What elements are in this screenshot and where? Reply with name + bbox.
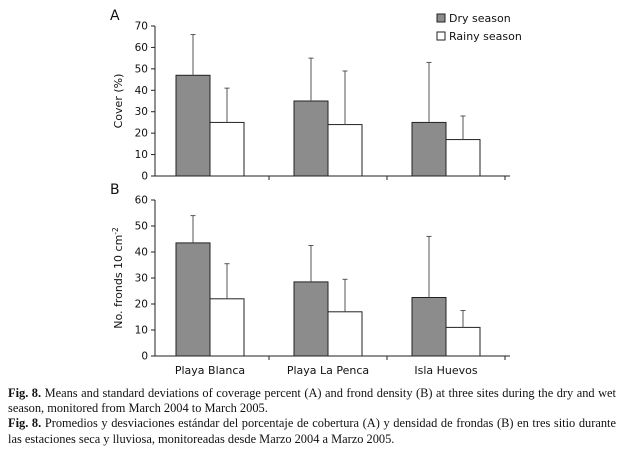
y-tick-label: 60	[135, 42, 148, 54]
bar-dry-1	[293, 100, 329, 177]
y-tick-label: 0	[141, 171, 148, 183]
figure-caption: Fig. 8. Means and standard deviations of…	[8, 386, 616, 447]
panel-label: B	[110, 182, 120, 198]
legend-label: Rainy season	[449, 30, 522, 43]
caption-spanish-text: Promedios y desviaciones estándar del po…	[8, 416, 616, 446]
bar-dry-2	[411, 297, 447, 357]
y-axis-label: Cover (%)	[112, 74, 125, 129]
y-tick-label: 0	[141, 351, 148, 363]
panel-label: A	[110, 8, 120, 24]
caption-spanish: Fig. 8. Promedios y desviaciones estánda…	[8, 416, 616, 446]
figure-8: A 0 10 20 30 40 50 60 70 Cover (%) Dry season Rainy…	[110, 8, 522, 377]
y-axis-label-superscript: -2	[111, 227, 120, 235]
bar-dry-0	[175, 74, 211, 177]
bar-dry-2	[411, 121, 447, 177]
y-tick-label: 30	[135, 273, 148, 285]
x-tick-label: Playa La Penca	[287, 364, 369, 377]
caption-english: Fig. 8. Means and standard deviations of…	[8, 386, 616, 416]
bar-rainy-0	[209, 298, 245, 357]
bar-rainy-2	[445, 139, 481, 177]
y-tick-label: 10	[135, 149, 148, 161]
y-tick-label: 20	[135, 128, 148, 140]
legend-label: Dry season	[449, 12, 511, 25]
x-tick-label: Playa Blanca	[175, 364, 245, 377]
bar-rainy-1	[327, 124, 363, 177]
legend-swatch	[436, 13, 446, 23]
bar-rainy-2	[445, 326, 481, 357]
legend-swatch	[436, 31, 446, 41]
y-tick-label: 40	[135, 85, 148, 97]
y-tick-label: 60	[135, 195, 148, 207]
bar-dry-1	[293, 281, 329, 357]
bar-rainy-1	[327, 311, 363, 357]
y-tick-label: 40	[135, 247, 148, 259]
bar-rainy-0	[209, 121, 245, 177]
panel-b: B 0 10 20 30 40 50 60 No. fronds 10 cm-2 Playa Bl…	[110, 182, 510, 377]
y-tick-label: 10	[135, 325, 148, 337]
y-tick-label: 20	[135, 299, 148, 311]
y-tick-label: 30	[135, 106, 148, 118]
bar-dry-0	[175, 242, 211, 357]
x-tick-label: Isla Huevos	[414, 364, 478, 377]
caption-spanish-label: Fig. 8.	[8, 416, 42, 431]
y-tick-label: 50	[135, 63, 148, 75]
y-tick-label: 70	[135, 21, 148, 33]
caption-english-label: Fig. 8.	[8, 386, 42, 400]
panel-a: A 0 10 20 30 40 50 60 70 Cover (%) Dry season Rainy…	[110, 8, 522, 183]
y-tick-label: 50	[135, 221, 148, 233]
legend: Dry season Rainy season	[436, 12, 522, 43]
y-axis-label: No. fronds 10 cm-2	[111, 227, 125, 329]
caption-english-text: Means and standard deviations of coverag…	[8, 386, 616, 416]
